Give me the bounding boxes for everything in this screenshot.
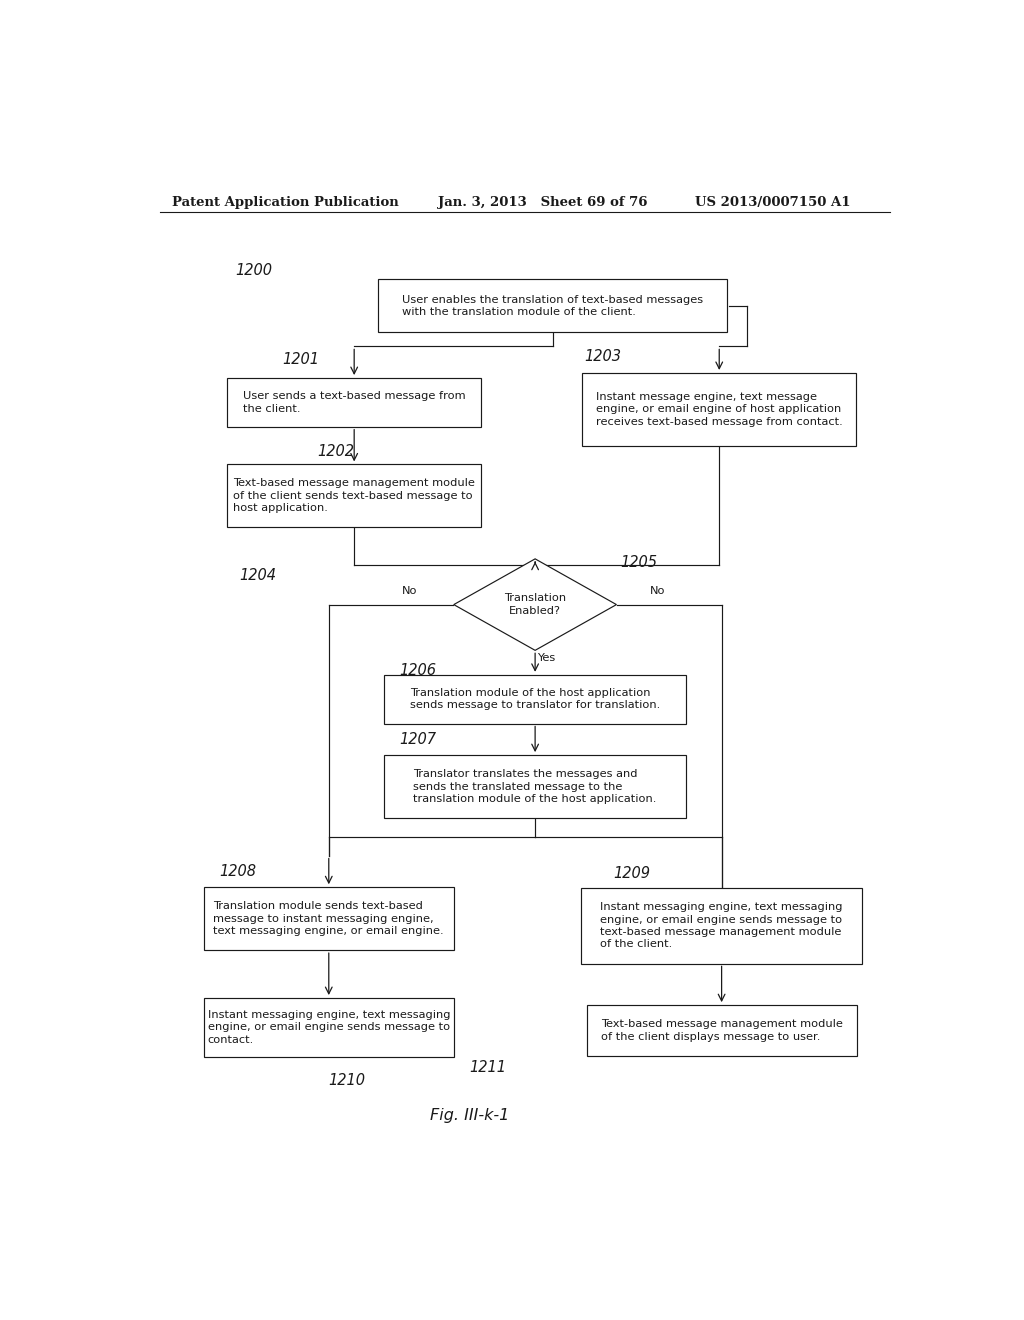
Text: Instant messaging engine, text messaging
engine, or email engine sends message t: Instant messaging engine, text messaging… bbox=[208, 1010, 450, 1045]
Text: Text-based message management module
of the client sends text-based message to
h: Text-based message management module of … bbox=[233, 478, 475, 513]
Text: No: No bbox=[650, 586, 666, 597]
Text: Text-based message management module
of the client displays message to user.: Text-based message management module of … bbox=[601, 1019, 843, 1041]
Text: 1206: 1206 bbox=[399, 663, 436, 678]
Text: Patent Application Publication: Patent Application Publication bbox=[172, 195, 398, 209]
Text: 1202: 1202 bbox=[316, 444, 354, 458]
FancyBboxPatch shape bbox=[587, 1005, 856, 1056]
Text: User sends a text-based message from
the client.: User sends a text-based message from the… bbox=[243, 391, 466, 413]
Text: 1201: 1201 bbox=[283, 352, 319, 367]
Text: 1209: 1209 bbox=[613, 866, 650, 882]
FancyBboxPatch shape bbox=[227, 378, 481, 426]
Text: 1204: 1204 bbox=[240, 568, 276, 582]
Text: US 2013/0007150 A1: US 2013/0007150 A1 bbox=[695, 195, 851, 209]
Text: Translation
Enabled?: Translation Enabled? bbox=[504, 594, 566, 616]
Polygon shape bbox=[454, 558, 616, 651]
FancyBboxPatch shape bbox=[583, 372, 856, 446]
Text: Translation module sends text-based
message to instant messaging engine,
text me: Translation module sends text-based mess… bbox=[213, 902, 444, 936]
Text: User enables the translation of text-based messages
with the translation module : User enables the translation of text-bas… bbox=[402, 294, 703, 317]
Text: 1205: 1205 bbox=[620, 556, 657, 570]
FancyBboxPatch shape bbox=[384, 675, 686, 723]
Text: Jan. 3, 2013   Sheet 69 of 76: Jan. 3, 2013 Sheet 69 of 76 bbox=[437, 195, 647, 209]
Text: 1208: 1208 bbox=[219, 865, 256, 879]
FancyBboxPatch shape bbox=[581, 887, 862, 964]
Text: 1210: 1210 bbox=[329, 1073, 366, 1088]
Text: No: No bbox=[402, 586, 418, 597]
Text: Translator translates the messages and
sends the translated message to the
trans: Translator translates the messages and s… bbox=[414, 770, 656, 804]
FancyBboxPatch shape bbox=[384, 755, 686, 818]
FancyBboxPatch shape bbox=[204, 998, 454, 1057]
Text: Fig. III-k-1: Fig. III-k-1 bbox=[430, 1109, 509, 1123]
FancyBboxPatch shape bbox=[378, 280, 727, 333]
FancyBboxPatch shape bbox=[204, 887, 454, 950]
Text: 1200: 1200 bbox=[236, 263, 272, 277]
FancyBboxPatch shape bbox=[227, 465, 481, 528]
Text: Translation module of the host application
sends message to translator for trans: Translation module of the host applicati… bbox=[410, 688, 660, 710]
Text: Instant message engine, text message
engine, or email engine of host application: Instant message engine, text message eng… bbox=[596, 392, 843, 426]
Text: Instant messaging engine, text messaging
engine, or email engine sends message t: Instant messaging engine, text messaging… bbox=[600, 902, 843, 949]
Text: 1207: 1207 bbox=[399, 733, 436, 747]
Text: Yes: Yes bbox=[538, 653, 555, 664]
Text: 1203: 1203 bbox=[585, 348, 622, 364]
Text: 1211: 1211 bbox=[469, 1060, 506, 1074]
